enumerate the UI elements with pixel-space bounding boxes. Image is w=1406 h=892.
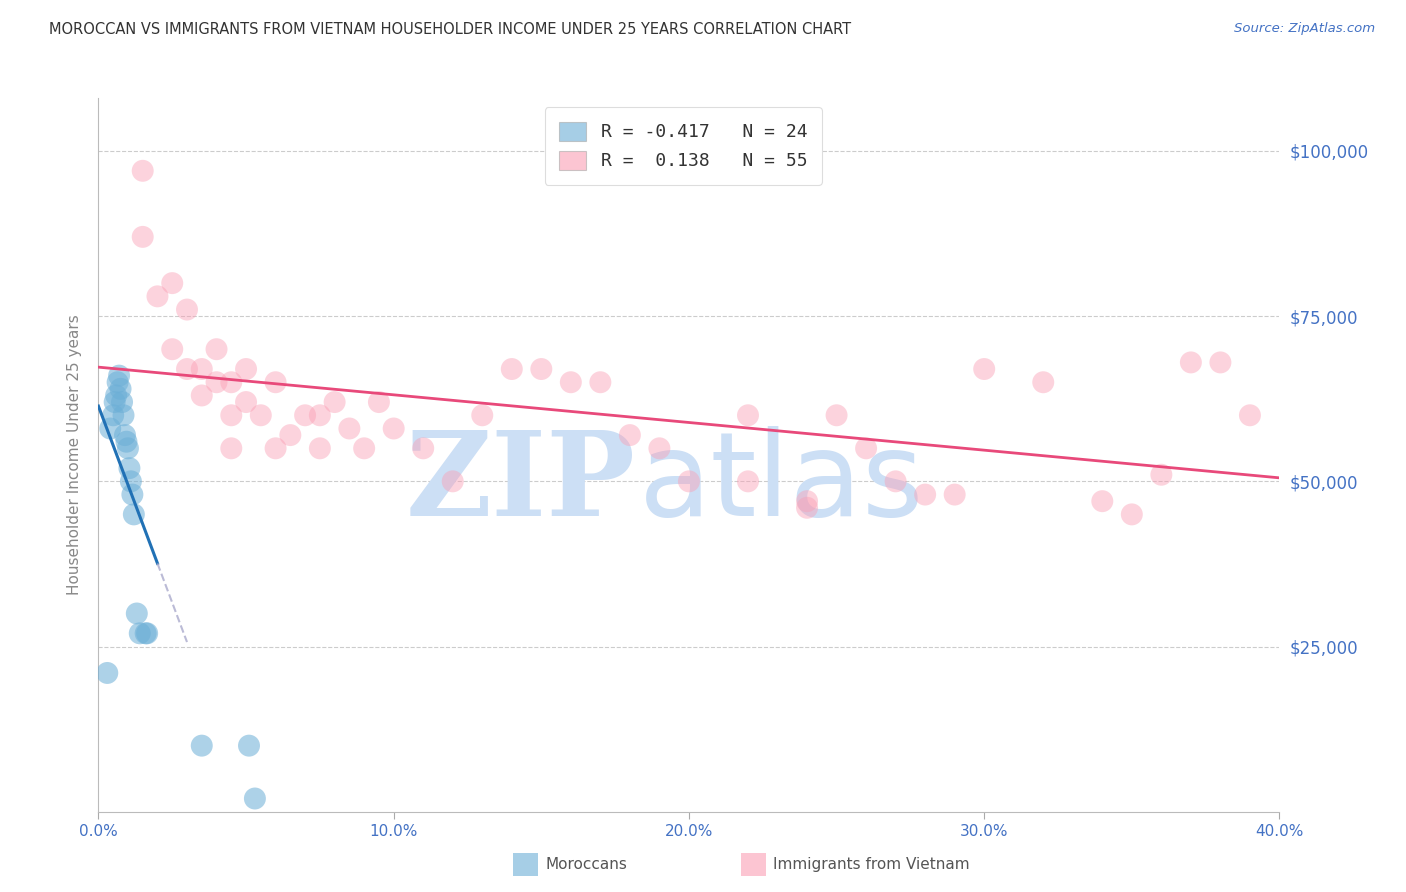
Point: [796, 494, 818, 508]
Point: [943, 487, 966, 501]
Point: [382, 421, 405, 435]
Point: [914, 487, 936, 501]
Point: [118, 461, 141, 475]
Y-axis label: Householder Income Under 25 years: Householder Income Under 25 years: [67, 315, 83, 595]
Point: [221, 442, 243, 456]
Point: [737, 475, 759, 489]
Point: [176, 302, 198, 317]
Point: [135, 626, 157, 640]
Point: [162, 276, 183, 290]
Point: [103, 409, 125, 423]
Point: [243, 791, 266, 805]
Point: [104, 395, 127, 409]
Text: ZIP: ZIP: [406, 426, 636, 541]
Text: Moroccans: Moroccans: [546, 857, 627, 872]
Point: [412, 442, 434, 456]
Point: [309, 409, 332, 423]
Point: [238, 739, 260, 753]
Point: [128, 626, 150, 640]
Point: [278, 428, 302, 442]
Point: [264, 442, 287, 456]
Point: [339, 421, 360, 435]
Point: [619, 428, 641, 442]
Point: [107, 376, 129, 390]
Point: [825, 409, 848, 423]
Point: [737, 409, 759, 423]
Point: [98, 421, 121, 435]
Point: [112, 409, 135, 423]
Point: [441, 475, 464, 489]
Point: [648, 442, 671, 456]
Point: [353, 442, 375, 456]
Point: [560, 376, 582, 390]
Text: MOROCCAN VS IMMIGRANTS FROM VIETNAM HOUSEHOLDER INCOME UNDER 25 YEARS CORRELATIO: MOROCCAN VS IMMIGRANTS FROM VIETNAM HOUS…: [49, 22, 852, 37]
Point: [884, 475, 907, 489]
Point: [136, 626, 159, 640]
Point: [235, 362, 257, 376]
Point: [114, 428, 136, 442]
Point: [796, 500, 818, 515]
Legend: R = -0.417   N = 24, R =  0.138   N = 55: R = -0.417 N = 24, R = 0.138 N = 55: [544, 107, 821, 185]
Point: [111, 395, 134, 409]
Point: [205, 376, 228, 390]
Point: [1032, 376, 1054, 390]
Point: [368, 395, 391, 409]
Point: [1121, 508, 1143, 522]
Text: Source: ZipAtlas.com: Source: ZipAtlas.com: [1234, 22, 1375, 36]
Point: [115, 434, 138, 449]
Point: [1180, 355, 1202, 369]
Point: [501, 362, 523, 376]
Point: [110, 382, 132, 396]
Point: [108, 368, 131, 383]
Point: [120, 475, 142, 489]
Point: [191, 739, 214, 753]
Point: [105, 388, 128, 402]
Point: [146, 289, 169, 303]
Point: [96, 665, 118, 680]
Point: [121, 487, 143, 501]
Point: [132, 230, 155, 244]
Point: [973, 362, 995, 376]
Point: [471, 409, 494, 423]
Point: [191, 388, 214, 402]
Point: [191, 362, 214, 376]
Point: [294, 409, 316, 423]
Point: [205, 342, 228, 356]
Point: [589, 376, 612, 390]
Point: [122, 508, 145, 522]
Point: [125, 607, 148, 621]
Point: [855, 442, 877, 456]
Point: [132, 163, 155, 178]
Point: [176, 362, 198, 376]
Point: [117, 442, 139, 456]
Point: [323, 395, 346, 409]
Point: [1209, 355, 1232, 369]
Point: [250, 409, 273, 423]
Point: [264, 376, 287, 390]
Point: [221, 376, 243, 390]
Point: [1150, 467, 1173, 482]
Point: [678, 475, 700, 489]
Point: [221, 409, 243, 423]
Point: [530, 362, 553, 376]
Point: [235, 395, 257, 409]
Point: [309, 442, 332, 456]
Text: atlas: atlas: [640, 426, 925, 541]
Text: Immigrants from Vietnam: Immigrants from Vietnam: [773, 857, 970, 872]
Point: [1239, 409, 1261, 423]
Point: [162, 342, 183, 356]
Point: [1091, 494, 1114, 508]
